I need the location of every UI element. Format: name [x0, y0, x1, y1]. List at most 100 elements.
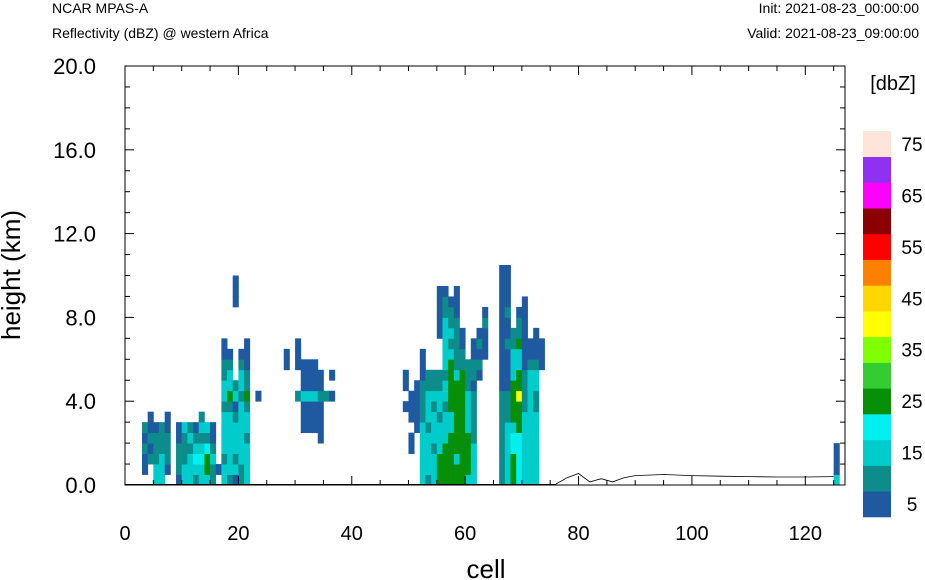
reflectivity-cell: [465, 422, 472, 434]
reflectivity-cell: [221, 422, 228, 434]
reflectivity-cell: [527, 338, 534, 350]
reflectivity-cell: [198, 422, 205, 434]
reflectivity-cell: [317, 401, 324, 413]
reflectivity-cell: [193, 443, 200, 454]
reflectivity-cell: [470, 401, 477, 413]
reflectivity-cell: [425, 380, 432, 392]
reflectivity-cell: [470, 453, 477, 465]
reflectivity-cell: [408, 443, 415, 454]
reflectivity-cell: [516, 306, 523, 318]
reflectivity-cell: [499, 327, 506, 339]
y-tick-label: 12.0: [53, 222, 96, 247]
reflectivity-cell: [210, 474, 217, 486]
reflectivity-cell: [516, 327, 523, 339]
reflectivity-cell: [227, 348, 234, 360]
reflectivity-cell: [221, 401, 228, 413]
reflectivity-cell: [431, 380, 438, 392]
reflectivity-cell: [159, 432, 166, 444]
reflectivity-cell: [516, 380, 523, 392]
reflectivity-cell: [504, 359, 511, 371]
reflectivity-cell: [221, 338, 228, 350]
reflectivity-cell: [232, 432, 239, 444]
reflectivity-cell: [238, 453, 245, 465]
reflectivity-cell: [504, 432, 511, 444]
reflectivity-cell: [244, 401, 251, 413]
reflectivity-cell: [300, 359, 307, 371]
reflectivity-cell: [833, 474, 840, 486]
x-axis-label: cell: [466, 554, 505, 580]
reflectivity-cell: [300, 411, 307, 423]
reflectivity-cell: [419, 401, 426, 413]
reflectivity-cell: [470, 464, 477, 475]
reflectivity-cell: [159, 474, 166, 486]
reflectivity-cell: [465, 369, 472, 381]
reflectivity-cell: [244, 380, 251, 392]
reflectivity-cell: [193, 432, 200, 444]
reflectivity-cell: [317, 411, 324, 423]
reflectivity-cell: [227, 369, 234, 381]
reflectivity-cell: [244, 369, 251, 381]
reflectivity-cell: [516, 390, 523, 402]
reflectivity-cell: [470, 474, 477, 486]
reflectivity-cell: [470, 443, 477, 454]
reflectivity-cell: [312, 422, 319, 434]
reflectivity-cell: [448, 422, 455, 434]
reflectivity-cell: [453, 474, 460, 486]
reflectivity-cell: [238, 443, 245, 454]
reflectivity-cell: [215, 464, 222, 475]
reflectivity-cell: [204, 464, 211, 475]
colorbar-swatch: [863, 362, 891, 389]
reflectivity-cell: [419, 380, 426, 392]
reflectivity-cell: [300, 380, 307, 392]
reflectivity-cell: [147, 453, 154, 465]
reflectivity-cell: [312, 359, 319, 371]
reflectivity-cell: [510, 443, 517, 454]
reflectivity-cell: [238, 401, 245, 413]
reflectivity-cell: [459, 443, 466, 454]
reflectivity-cell: [221, 359, 228, 371]
reflectivity-cell: [436, 432, 443, 444]
reflectivity-cell: [232, 275, 239, 287]
reflectivity-cell: [238, 422, 245, 434]
reflectivity-cell: [465, 411, 472, 423]
reflectivity-cell: [459, 422, 466, 434]
reflectivity-cell: [221, 411, 228, 423]
colorbar-unit: [dbZ]: [870, 73, 916, 95]
colorbar-swatch: [863, 131, 891, 158]
reflectivity-cell: [198, 464, 205, 475]
reflectivity-cell: [187, 422, 194, 434]
reflectivity-cell: [436, 285, 443, 297]
reflectivity-cell: [510, 369, 517, 381]
reflectivity-cell: [510, 359, 517, 371]
reflectivity-cell: [476, 338, 483, 350]
reflectivity-cell: [459, 327, 466, 339]
reflectivity-cell: [442, 369, 449, 381]
reflectivity-cell: [453, 348, 460, 360]
reflectivity-cell: [516, 317, 523, 329]
reflectivity-cell: [408, 401, 415, 413]
reflectivity-cell: [521, 317, 528, 329]
reflectivity-cell: [312, 390, 319, 402]
reflectivity-cell: [470, 369, 477, 381]
reflectivity-cell: [244, 422, 251, 434]
reflectivity-cell: [533, 390, 540, 402]
reflectivity-cell: [306, 390, 313, 402]
y-tick-label: 0.0: [65, 473, 96, 498]
reflectivity-cell: [323, 390, 330, 402]
reflectivity-cell: [833, 464, 840, 475]
reflectivity-cell: [510, 432, 517, 444]
reflectivity-cell: [521, 296, 528, 308]
reflectivity-cell: [499, 369, 506, 381]
x-tick-label: 120: [789, 523, 822, 545]
reflectivity-cell: [425, 390, 432, 402]
reflectivity-cell: [459, 411, 466, 423]
reflectivity-cell: [504, 474, 511, 486]
reflectivity-cell: [187, 464, 194, 475]
colorbar-label: 25: [901, 392, 922, 413]
reflectivity-cell: [533, 422, 540, 434]
reflectivity-cell: [442, 390, 449, 402]
reflectivity-cell: [329, 390, 336, 402]
reflectivity-cell: [453, 453, 460, 465]
y-tick-label: 8.0: [65, 305, 96, 330]
reflectivity-cell: [419, 453, 426, 465]
